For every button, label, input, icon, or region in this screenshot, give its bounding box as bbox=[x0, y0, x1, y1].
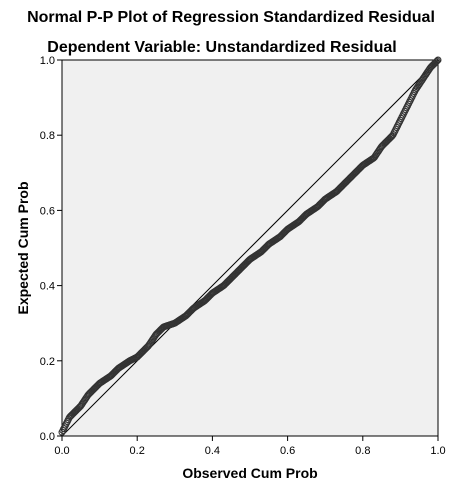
x-tick-label: 0.2 bbox=[130, 445, 145, 457]
reference-line bbox=[61, 59, 439, 437]
data-point bbox=[434, 56, 442, 64]
data-points bbox=[58, 56, 442, 436]
y-tick-label: 0.8 bbox=[40, 130, 55, 142]
x-tick-label: 0.6 bbox=[280, 445, 295, 457]
x-axis-label: Observed Cum Prob bbox=[182, 465, 317, 481]
chart-title: Normal P-P Plot of Regression Standardiz… bbox=[27, 9, 435, 26]
y-axis-label: Expected Cum Prob bbox=[15, 181, 31, 314]
y-tick-label: 0.4 bbox=[40, 281, 55, 293]
y-tick-label: 0.6 bbox=[40, 205, 55, 217]
chart-subtitle: Dependent Variable: Unstandardized Resid… bbox=[47, 39, 396, 56]
x-tick-label: 0.4 bbox=[205, 445, 220, 457]
axis-ticks: 0.0 0.2 0.4 0.6 0.8 1.0 0.0 0.2 0.4 0.6 0.8 1.0 bbox=[40, 55, 446, 457]
data-point bbox=[432, 58, 440, 66]
y-tick-label: 0.0 bbox=[40, 431, 55, 443]
data-point bbox=[433, 57, 441, 65]
x-tick-label: 0.8 bbox=[355, 445, 370, 457]
x-tick-label: 1.0 bbox=[430, 445, 445, 457]
x-tick-label: 0.0 bbox=[54, 445, 69, 457]
y-tick-label: 1.0 bbox=[40, 55, 55, 67]
reference-line-group bbox=[61, 59, 439, 437]
y-tick-label: 0.2 bbox=[40, 356, 55, 368]
